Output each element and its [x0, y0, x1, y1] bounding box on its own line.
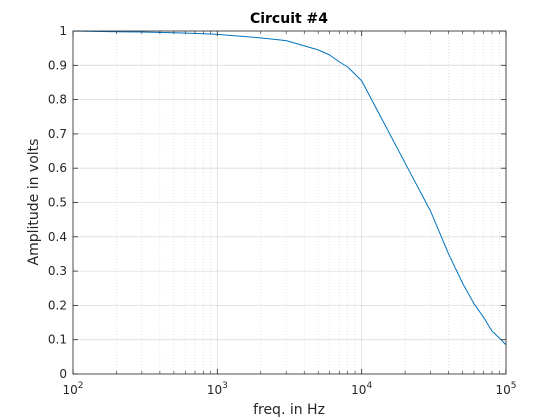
y-tick-label: 0.9 [48, 58, 67, 72]
y-tick-label: 0.1 [48, 333, 67, 347]
series-line-0 [72, 30, 507, 346]
x-tick-label: 105 [495, 381, 516, 397]
x-tick-label: 103 [207, 381, 228, 397]
tick-marks [72, 30, 507, 375]
x-tick-label: 102 [62, 381, 83, 397]
chart-title: Circuit #4 [250, 11, 328, 27]
x-tick-label: 104 [351, 381, 372, 397]
y-tick-labels: 0 0.1 0.2 0.3 0.4 0.5 0.6 0.7 0.8 0.9 1 [48, 24, 67, 381]
x-tick-labels: 102 103 104 105 [62, 381, 516, 397]
x-axis-label: freq. in Hz [253, 402, 325, 418]
y-tick-label: 0.4 [48, 230, 67, 244]
y-tick-label: 0.3 [48, 264, 67, 278]
y-tick-label: 0.7 [48, 127, 67, 141]
y-tick-label: 1 [59, 24, 67, 38]
y-tick-label: 0 [59, 367, 67, 381]
y-tick-label: 0.2 [48, 298, 67, 312]
y-tick-label: 0.8 [48, 93, 67, 107]
y-tick-label: 0.5 [48, 196, 67, 210]
y-axis-label: Amplitude in volts [26, 139, 42, 266]
series-layer [72, 30, 507, 346]
y-tick-label: 0.6 [48, 161, 67, 175]
